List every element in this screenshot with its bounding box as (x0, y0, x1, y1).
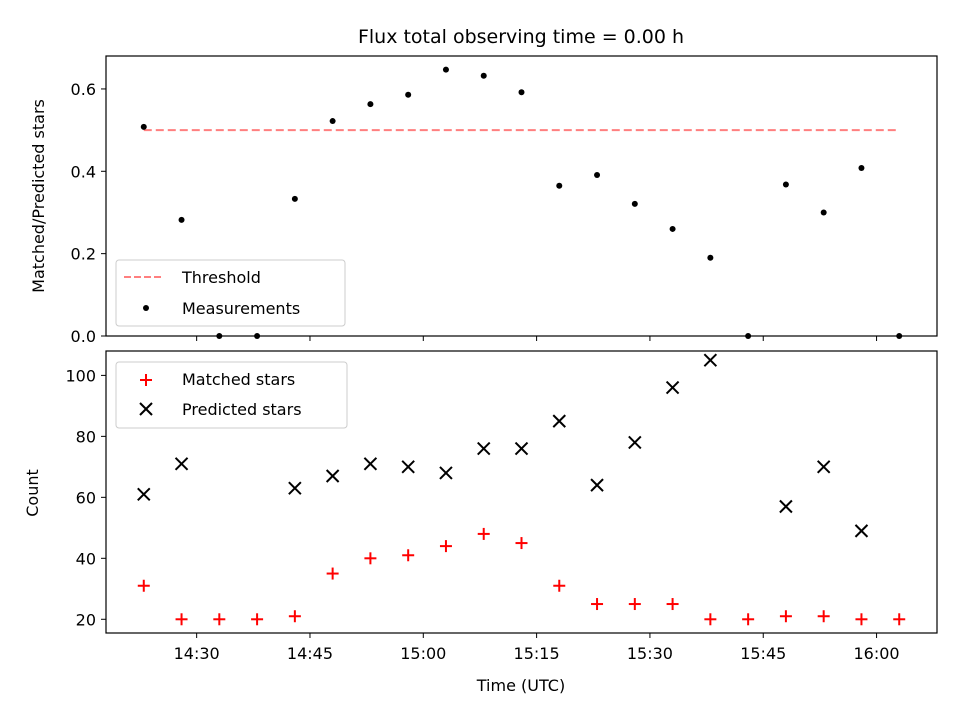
predicted-star-point (401, 460, 415, 474)
predicted-star-point (854, 524, 869, 538)
measurement-point (669, 225, 676, 232)
measurements-legend-marker (143, 305, 149, 311)
predicted-star-point (477, 441, 491, 456)
measurement-point (405, 91, 412, 98)
measurement-point (518, 89, 525, 96)
predicted-star-point (816, 460, 831, 474)
matched-star-point (628, 598, 641, 611)
bottom-legend: Matched stars Predicted stars (115, 361, 348, 429)
top-marks (140, 66, 903, 339)
predicted-legend-label: Predicted stars (182, 400, 302, 419)
bottom-xticks: 14:30 14:45 15:00 15:15 15:30 15:45 16:00 (174, 633, 900, 663)
predicted-legend-marker (139, 402, 153, 416)
matched-star-point (439, 540, 452, 553)
top-axes-frame (105, 55, 938, 337)
matched-star-point (364, 552, 377, 565)
xtick-label: 15:30 (627, 644, 673, 663)
measurement-point (707, 254, 714, 261)
top-ytick-label: 0.4 (71, 162, 96, 181)
measurement-point (480, 72, 487, 79)
matched-legend-marker (140, 374, 152, 386)
matched-star-point (666, 598, 679, 611)
predicted-star-point (174, 457, 189, 471)
top-yticks: 0.0 0.2 0.4 0.6 (71, 80, 106, 346)
matched-star-point (288, 610, 301, 623)
matched-star-point (326, 567, 339, 580)
matched-star-point (855, 613, 868, 626)
measurement-point (442, 66, 449, 73)
measurement-point (556, 182, 563, 189)
predicted-star-point (703, 353, 718, 367)
top-ylabel: Matched/Predicted stars (29, 99, 48, 293)
predicted-star-point (665, 380, 680, 395)
predicted-star-point (137, 487, 151, 501)
matched-star-point (817, 610, 830, 623)
xtick-label: 15:00 (400, 644, 446, 663)
matched-star-point (402, 549, 415, 562)
matched-star-point (779, 610, 792, 623)
bottom-ylabel: Count (23, 469, 42, 517)
top-xticks (196, 336, 878, 341)
xtick-label: 15:15 (514, 644, 560, 663)
predicted-star-point (514, 441, 529, 456)
matched-star-point (591, 598, 604, 611)
chart-title: Flux total observing time = 0.00 h (358, 26, 684, 48)
matched-star-point (213, 613, 226, 626)
bottom-legend-box (115, 361, 348, 429)
predicted-star-point (439, 466, 453, 480)
bottom-panel: 20 40 60 80 100 14:30 14:45 15:00 15:15 15:30 15:… (23, 350, 938, 695)
predicted-star-point (325, 469, 340, 483)
matched-star-point (704, 613, 717, 626)
predicted-star-point (779, 499, 793, 514)
threshold-legend-label: Threshold (181, 268, 261, 287)
xtick-label: 14:45 (287, 644, 333, 663)
measurement-point (367, 101, 374, 108)
measurement-point (858, 165, 865, 171)
bottom-marks (137, 353, 906, 626)
measurement-point (820, 209, 827, 216)
bottom-ytick-label: 20 (76, 610, 96, 629)
matched-star-point (175, 613, 188, 626)
x-axis-label: Time (UTC) (476, 676, 565, 695)
bottom-ytick-label: 60 (76, 488, 96, 507)
top-ytick-label: 0.0 (71, 327, 96, 346)
matched-star-point (477, 527, 490, 540)
xtick-label: 16:00 (854, 644, 900, 663)
predicted-star-point (363, 457, 378, 471)
bottom-yticks: 20 40 60 80 100 (65, 366, 106, 629)
bottom-ytick-label: 40 (76, 549, 96, 568)
predicted-star-point (288, 481, 302, 495)
measurement-point (631, 200, 638, 207)
matched-star-point (742, 613, 755, 626)
matched-star-point (251, 613, 264, 626)
matched-star-point (553, 579, 566, 592)
matched-star-point (893, 613, 906, 626)
top-ytick-label: 0.6 (71, 80, 96, 99)
top-panel: 0.0 0.2 0.4 0.6 Matched/Predicted stars Thr… (29, 55, 938, 346)
measurement-point (291, 195, 298, 202)
measurement-point (178, 216, 185, 223)
bottom-ytick-label: 80 (76, 427, 96, 446)
bottom-axes-frame (105, 350, 938, 634)
matched-star-point (137, 579, 150, 592)
measurement-point (594, 172, 601, 178)
measurement-point (782, 181, 789, 188)
measurement-point (140, 123, 147, 130)
top-legend-box (115, 259, 346, 327)
top-legend: Threshold Measurements (115, 259, 346, 327)
predicted-star-point (628, 435, 642, 450)
matched-legend-label: Matched stars (182, 370, 295, 389)
predicted-star-point (590, 478, 604, 492)
top-ytick-label: 0.2 (71, 245, 96, 264)
xtick-label: 15:45 (740, 644, 786, 663)
bottom-ytick-label: 100 (65, 366, 96, 385)
matched-star-point (515, 537, 528, 550)
measurement-point (329, 118, 336, 125)
predicted-star-point (552, 414, 566, 428)
xtick-label: 14:30 (174, 644, 220, 663)
measurements-legend-label: Measurements (182, 299, 300, 318)
